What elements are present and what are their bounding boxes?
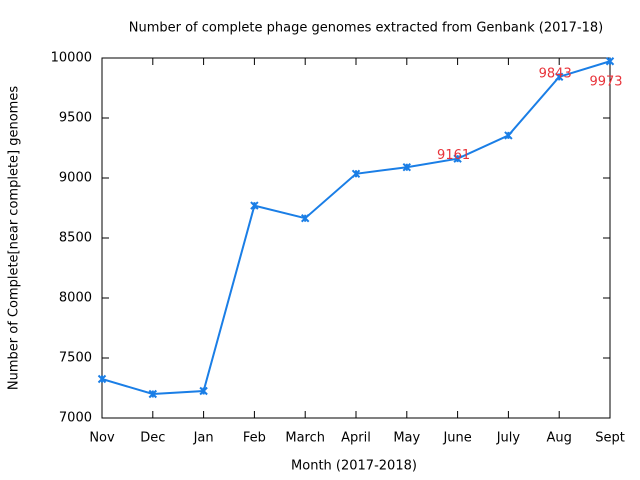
point-marker bbox=[97, 374, 107, 384]
x-tick-label: June bbox=[442, 431, 471, 446]
y-tick-label: 9000 bbox=[59, 171, 92, 186]
point-marker bbox=[554, 72, 564, 82]
point-marker bbox=[351, 169, 361, 179]
x-tick-label: Aug bbox=[547, 431, 572, 446]
y-tick-label: 7500 bbox=[59, 351, 92, 366]
y-tick-label: 8500 bbox=[59, 231, 92, 246]
x-axis-label: Month (2017-2018) bbox=[291, 459, 417, 474]
data-label: 9161 bbox=[437, 148, 470, 163]
x-tick-label: Dec bbox=[140, 431, 165, 446]
y-tick-label: 8000 bbox=[59, 291, 92, 306]
point-marker bbox=[250, 201, 259, 210]
data-label: 9843 bbox=[539, 66, 572, 81]
chart-title: Number of complete phage genomes extract… bbox=[129, 21, 604, 36]
y-tick-label: 9500 bbox=[59, 111, 92, 126]
x-tick-label: March bbox=[285, 431, 325, 446]
point-marker bbox=[605, 57, 615, 66]
series-line bbox=[101, 60, 611, 396]
point-marker bbox=[148, 389, 158, 399]
x-tick-label: July bbox=[496, 431, 521, 446]
point-marker bbox=[453, 154, 462, 163]
x-tick-label: Sept bbox=[595, 431, 625, 446]
y-tick-label: 7000 bbox=[59, 411, 92, 426]
point-marker bbox=[402, 162, 412, 172]
data-label: 9973 bbox=[589, 75, 622, 90]
x-tick-label: Nov bbox=[89, 431, 115, 446]
y-tick-label: 10000 bbox=[51, 51, 92, 66]
x-tick-label: Feb bbox=[243, 431, 266, 446]
x-tick-label: May bbox=[393, 431, 420, 446]
point-marker bbox=[504, 131, 513, 140]
point-marker bbox=[199, 386, 208, 396]
y-axis-label: Number of Complete[near complete] genome… bbox=[7, 86, 22, 390]
x-tick-label: April bbox=[341, 431, 371, 446]
point-marker bbox=[300, 213, 310, 223]
x-tick-label: Jan bbox=[193, 431, 214, 446]
plot-border bbox=[101, 57, 611, 419]
